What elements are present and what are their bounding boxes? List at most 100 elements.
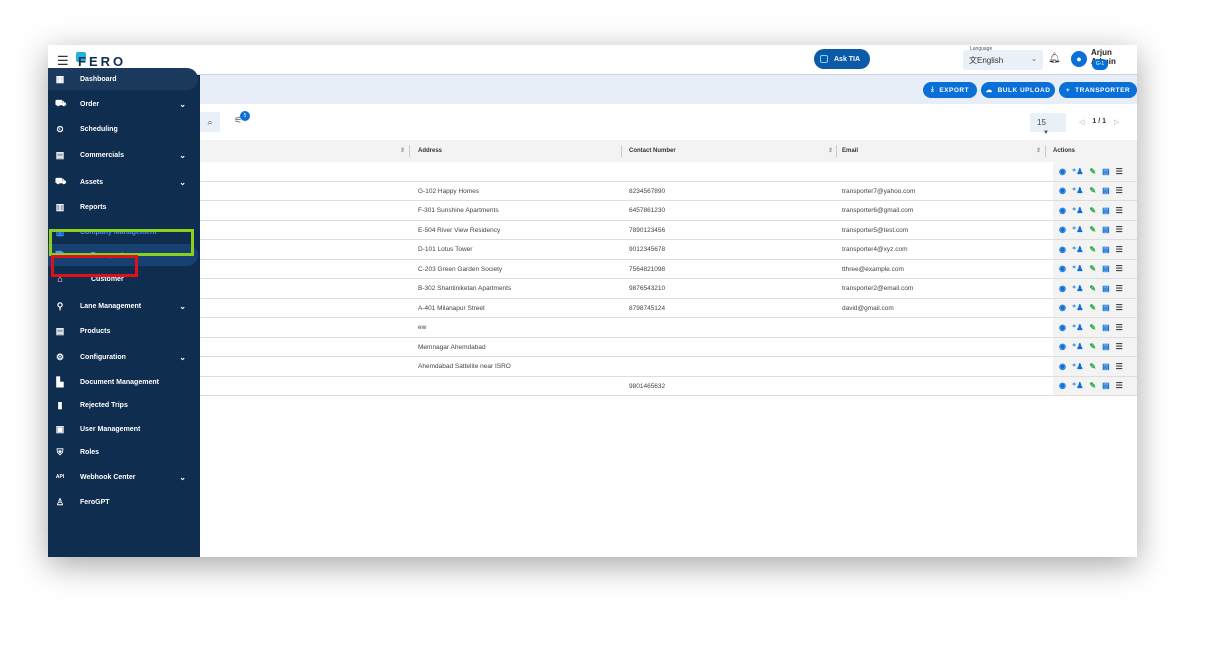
list-icon[interactable]: ☰	[1115, 225, 1123, 235]
prev-page-icon[interactable]: ◁	[1079, 119, 1085, 126]
add-user-icon[interactable]: ⁺♟	[1071, 264, 1084, 274]
list-icon[interactable]: ☰	[1115, 303, 1123, 313]
sidebar-item-ferogpt[interactable]: ♙ FeroGPT	[48, 491, 198, 513]
document-icon[interactable]: ▤	[1102, 283, 1110, 293]
edit-icon[interactable]: ✎	[1089, 225, 1097, 235]
sidebar-item-dashboard[interactable]: ▦ Dashboard	[48, 68, 198, 90]
chevron-up-icon[interactable]: ⌃	[179, 227, 186, 237]
add-user-icon[interactable]: ⁺♟	[1071, 381, 1084, 391]
add-user-icon[interactable]: ⁺♟	[1071, 303, 1084, 313]
edit-icon[interactable]: ✎	[1089, 322, 1097, 332]
document-icon[interactable]: ▤	[1102, 361, 1110, 371]
add-user-icon[interactable]: ⁺♟	[1071, 166, 1084, 176]
sidebar-item-document-management[interactable]: ▙ Document Management	[48, 371, 198, 393]
view-icon[interactable]: ◉	[1059, 205, 1066, 215]
header-contact[interactable]: Contact Number	[629, 148, 676, 154]
list-icon[interactable]: ☰	[1115, 322, 1123, 332]
edit-icon[interactable]: ✎	[1089, 166, 1097, 176]
list-icon[interactable]: ☰	[1115, 186, 1123, 196]
list-icon[interactable]: ☰	[1115, 244, 1123, 254]
ask-tia-button[interactable]: Ask TIA	[814, 49, 870, 69]
view-icon[interactable]: ◉	[1059, 342, 1066, 352]
edit-icon[interactable]: ✎	[1089, 244, 1097, 254]
list-icon[interactable]: ☰	[1115, 361, 1123, 371]
view-icon[interactable]: ◉	[1059, 166, 1066, 176]
logo[interactable]: FERO	[76, 52, 123, 69]
bell-icon[interactable]: 🔔︎	[1048, 53, 1061, 64]
chevron-down-icon[interactable]: ⌄	[179, 150, 186, 160]
edit-icon[interactable]: ✎	[1089, 283, 1097, 293]
view-icon[interactable]: ◉	[1059, 225, 1066, 235]
filter-icon[interactable]: ⚟	[234, 115, 243, 125]
add-user-icon[interactable]: ⁺♟	[1071, 205, 1084, 215]
view-icon[interactable]: ◉	[1059, 303, 1066, 313]
sidebar-item-lane-management[interactable]: ⚲ Lane Management ⌄	[48, 295, 198, 317]
sort-icon[interactable]: ⇕	[1036, 148, 1042, 154]
edit-icon[interactable]: ✎	[1089, 303, 1097, 313]
document-icon[interactable]: ▤	[1102, 166, 1110, 176]
sidebar-item-webhook-center[interactable]: API Webhook Center ⌄	[48, 466, 198, 488]
list-icon[interactable]: ☰	[1115, 283, 1123, 293]
edit-icon[interactable]: ✎	[1089, 361, 1097, 371]
sidebar-item-order[interactable]: ⛟ Order ⌄	[48, 93, 198, 115]
sort-icon[interactable]: ⇕	[400, 148, 406, 154]
view-icon[interactable]: ◉	[1059, 381, 1066, 391]
list-icon[interactable]: ☰	[1115, 264, 1123, 274]
document-icon[interactable]: ▤	[1102, 342, 1110, 352]
add-user-icon[interactable]: ⁺♟	[1071, 283, 1084, 293]
export-button[interactable]: ⤓ EXPORT	[923, 82, 977, 98]
chevron-down-icon[interactable]: ⌄	[179, 177, 186, 187]
edit-icon[interactable]: ✎	[1089, 186, 1097, 196]
sidebar-item-assets[interactable]: ⛟ Assets ⌄	[48, 171, 198, 193]
add-user-icon[interactable]: ⁺♟	[1071, 342, 1084, 352]
header-email[interactable]: Email	[842, 148, 859, 154]
list-icon[interactable]: ☰	[1115, 166, 1123, 176]
chevron-down-icon[interactable]: ⌄	[179, 472, 186, 482]
sidebar-item-roles[interactable]: ⛨ Roles	[48, 441, 198, 463]
chevron-down-icon[interactable]: ⌄	[179, 352, 186, 362]
search-button[interactable]: ⌕	[200, 112, 220, 132]
sort-icon[interactable]: ⇕	[828, 148, 834, 154]
menu-icon[interactable]: ☰	[57, 53, 69, 68]
view-icon[interactable]: ◉	[1059, 322, 1066, 332]
sidebar-item-scheduling[interactable]: ⏲ Scheduling	[48, 118, 198, 140]
view-icon[interactable]: ◉	[1059, 264, 1066, 274]
page-size-select[interactable]: 15 ▼	[1030, 113, 1066, 136]
document-icon[interactable]: ▤	[1102, 225, 1110, 235]
sidebar-item-products[interactable]: ▤ Products	[48, 320, 198, 342]
edit-icon[interactable]: ✎	[1089, 264, 1097, 274]
add-user-icon[interactable]: ⁺♟	[1071, 322, 1084, 332]
language-select[interactable]: Language 文English ⌄	[963, 46, 1043, 70]
sidebar-item-rejected-trips[interactable]: ▮ Rejected Trips	[48, 394, 198, 416]
add-user-icon[interactable]: ⁺♟	[1071, 186, 1084, 196]
edit-icon[interactable]: ✎	[1089, 205, 1097, 215]
sidebar-item-customer[interactable]: ⌂ Customer	[48, 268, 198, 290]
view-icon[interactable]: ◉	[1059, 283, 1066, 293]
view-icon[interactable]: ◉	[1059, 186, 1066, 196]
list-icon[interactable]: ☰	[1115, 342, 1123, 352]
view-icon[interactable]: ◉	[1059, 361, 1066, 371]
bulk-upload-button[interactable]: ☁ BULK UPLOAD	[981, 82, 1055, 98]
document-icon[interactable]: ▤	[1102, 303, 1110, 313]
add-user-icon[interactable]: ⁺♟	[1071, 225, 1084, 235]
chevron-down-icon[interactable]: ⌄	[179, 301, 186, 311]
edit-icon[interactable]: ✎	[1089, 381, 1097, 391]
document-icon[interactable]: ▤	[1102, 381, 1110, 391]
sidebar-item-commercials[interactable]: ▤ Commercials ⌄	[48, 144, 198, 166]
header-address[interactable]: Address	[418, 148, 443, 154]
document-icon[interactable]: ▤	[1102, 264, 1110, 274]
sidebar-item-user-management[interactable]: ▣ User Management	[48, 418, 198, 440]
edit-icon[interactable]: ✎	[1089, 342, 1097, 352]
document-icon[interactable]: ▤	[1102, 186, 1110, 196]
document-icon[interactable]: ▤	[1102, 322, 1110, 332]
sidebar-item-reports[interactable]: ▥ Reports	[48, 196, 198, 218]
add-user-icon[interactable]: ⁺♟	[1071, 361, 1084, 371]
chevron-down-icon[interactable]: ⌄	[179, 99, 186, 109]
add-transporter-button[interactable]: + TRANSPORTER	[1059, 82, 1137, 98]
next-page-icon[interactable]: ▷	[1114, 119, 1120, 126]
add-user-icon[interactable]: ⁺♟	[1071, 244, 1084, 254]
avatar[interactable]: ●	[1071, 51, 1087, 67]
list-icon[interactable]: ☰	[1115, 381, 1123, 391]
sidebar-item-configuration[interactable]: ⚙ Configuration ⌄	[48, 346, 198, 368]
list-icon[interactable]: ☰	[1115, 205, 1123, 215]
